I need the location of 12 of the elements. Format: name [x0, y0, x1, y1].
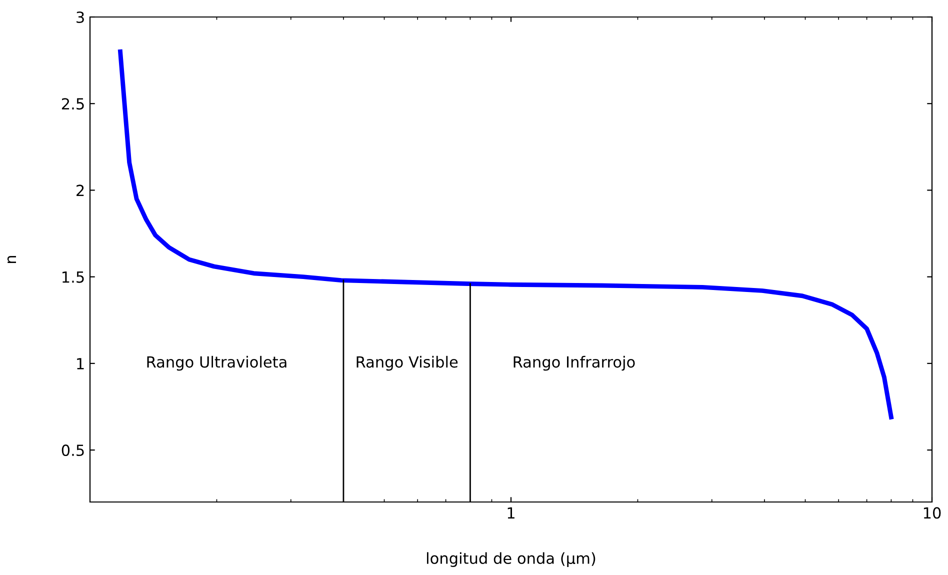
y-axis-title: n	[7, 256, 16, 263]
annotation: Rango Ultravioleta	[147, 356, 286, 371]
y-tick-label: 1	[77, 358, 84, 370]
annotation: Rango Visible	[356, 356, 458, 371]
y-tick-label: 0.5	[62, 444, 84, 456]
annotation: Rango Infrarrojo	[514, 356, 635, 371]
y-tick-label: 3	[76, 11, 84, 24]
y-tick-label: 2	[76, 184, 84, 196]
x-axis-title: longitud de onda (µm)	[427, 552, 596, 567]
y-tick-label: 1.5	[62, 271, 84, 283]
x-tick-label: 10	[924, 507, 941, 519]
y-tick-label: 2.5	[62, 98, 84, 110]
